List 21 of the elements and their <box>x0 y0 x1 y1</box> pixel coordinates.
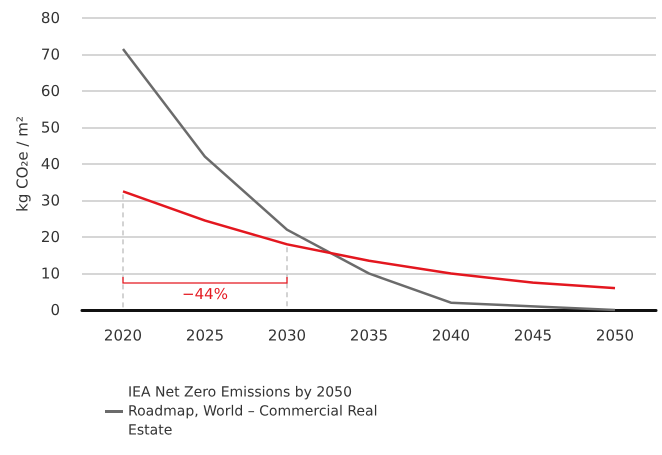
x-tick-label: 2020 <box>104 326 142 344</box>
y-tick-label: 30 <box>40 192 60 210</box>
y-tick-label: 20 <box>40 228 60 246</box>
y-tick-label: 60 <box>40 82 60 100</box>
x-tick-label: 2035 <box>350 326 388 344</box>
legend-label: IEA Net Zero Emissions by 2050 Roadmap, World – Commercial Real Estate <box>128 384 382 438</box>
x-tick-label: 2030 <box>268 326 306 344</box>
y-tick-label: 40 <box>40 155 60 173</box>
y-tick-label: 0 <box>50 301 60 319</box>
x-tick-label: 2050 <box>596 326 634 344</box>
x-tick-label: 2045 <box>514 326 552 344</box>
annotation: −44% <box>182 285 228 303</box>
y-tick-label: 80 <box>40 9 60 27</box>
y-tick-label: 70 <box>40 46 60 64</box>
y-tick-label: 10 <box>40 264 60 282</box>
x-tick-label: 2025 <box>186 326 224 344</box>
y-tick-label: 50 <box>40 118 60 136</box>
line-series <box>122 48 616 312</box>
x-tick-label: 2040 <box>432 326 470 344</box>
y-axis-title: kg CO₂e / m² <box>14 116 32 212</box>
line-series <box>122 190 616 290</box>
